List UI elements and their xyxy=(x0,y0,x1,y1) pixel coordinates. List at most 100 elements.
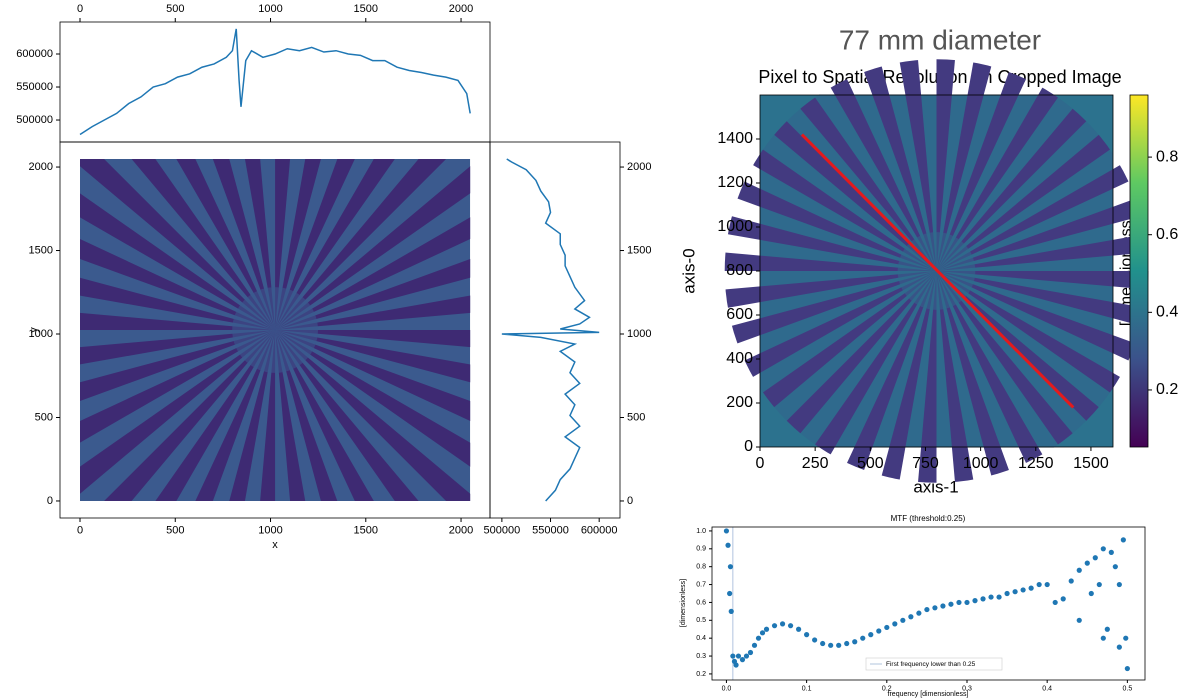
x-tick-label: 250 xyxy=(802,455,829,472)
point xyxy=(739,657,746,663)
x-tick-label: 0.5 xyxy=(1122,685,1132,692)
y-tick-label: 0.2 xyxy=(696,671,706,678)
spoke xyxy=(275,330,471,421)
spoke xyxy=(155,330,276,501)
spoke xyxy=(104,330,276,501)
point xyxy=(948,601,954,607)
point xyxy=(733,662,739,668)
y-tick-label: 1000 xyxy=(29,328,53,340)
point xyxy=(730,653,736,659)
spoke xyxy=(724,271,937,333)
point xyxy=(1108,549,1114,555)
y-tick-label: 550000 xyxy=(16,81,53,93)
spoke xyxy=(275,295,471,330)
y-tick-label: 1500 xyxy=(29,244,53,256)
y-tick-label: 800 xyxy=(726,262,753,279)
y-tick-label: 0.5 xyxy=(696,617,706,624)
x-tick-label: 0.1 xyxy=(802,685,812,692)
point xyxy=(1044,581,1050,588)
x-tick-label: 500000 xyxy=(484,525,521,537)
y-axis-label: [dimensionless] xyxy=(680,579,687,627)
point xyxy=(828,642,834,648)
x-tick-label: 0.3 xyxy=(962,685,972,692)
spoke xyxy=(936,59,1086,271)
spoke xyxy=(936,94,1149,271)
spoke xyxy=(724,271,937,483)
center-noise xyxy=(232,287,319,373)
x-tick-label: 500 xyxy=(166,525,184,537)
point xyxy=(1004,590,1010,597)
x-tick-label: 1500 xyxy=(354,525,378,537)
point xyxy=(1020,587,1026,593)
spoke xyxy=(936,271,1149,363)
point xyxy=(743,653,750,659)
spoke xyxy=(195,330,276,501)
y-tick-label: 1000 xyxy=(717,218,753,235)
spoke xyxy=(936,271,1149,421)
spoke xyxy=(845,271,937,483)
x-tick-label: 1500 xyxy=(354,3,378,15)
image xyxy=(80,159,471,501)
spoke xyxy=(275,330,471,501)
point xyxy=(728,608,734,614)
point xyxy=(779,621,786,627)
y-tick-label: 400 xyxy=(726,350,753,367)
point xyxy=(1104,626,1110,632)
point xyxy=(1012,589,1018,595)
point xyxy=(1100,635,1106,641)
spoke xyxy=(275,330,471,383)
x-tick-label: 500 xyxy=(166,3,184,15)
x-axis-label: frequency [dimensionless] xyxy=(888,691,969,698)
point xyxy=(1120,537,1126,543)
axes-frame xyxy=(59,21,491,143)
point xyxy=(787,623,794,629)
spoke xyxy=(275,159,447,330)
point xyxy=(884,624,890,631)
y-tick-label: 0.7 xyxy=(696,581,706,588)
point xyxy=(820,640,826,647)
spoke xyxy=(936,59,1149,271)
legend xyxy=(865,657,1003,671)
x-tick-label: 500 xyxy=(857,455,884,472)
spoke xyxy=(80,330,276,402)
point xyxy=(771,623,778,629)
point xyxy=(1068,578,1074,584)
colorbar-tick-label: 0.2 xyxy=(1156,381,1178,398)
spoke xyxy=(80,330,276,443)
point xyxy=(892,621,898,627)
point xyxy=(725,542,731,548)
profile-path xyxy=(800,133,1075,409)
colorbar-tick-label: 0.6 xyxy=(1156,226,1178,243)
spoke xyxy=(275,217,471,330)
spoke xyxy=(724,271,937,448)
spoke xyxy=(936,271,1113,483)
colorbar-tick-label: 0.4 xyxy=(1156,304,1178,321)
spoke xyxy=(80,330,276,494)
y-tick-label: 2000 xyxy=(29,161,53,173)
point xyxy=(1052,599,1058,606)
spoke xyxy=(275,330,471,348)
point xyxy=(932,605,938,611)
spoke xyxy=(275,330,338,501)
point xyxy=(1124,665,1130,672)
point xyxy=(727,564,734,570)
point xyxy=(755,635,762,641)
point xyxy=(908,614,914,620)
point xyxy=(972,598,978,604)
point xyxy=(1084,560,1090,566)
spoke xyxy=(80,159,276,330)
spoke xyxy=(80,239,276,330)
x-tick-label: 1000 xyxy=(258,3,282,15)
point xyxy=(980,596,986,602)
y-tick-label: 0.4 xyxy=(696,635,706,642)
point xyxy=(763,626,770,632)
y-tick-label: 0.6 xyxy=(696,599,706,606)
point xyxy=(812,637,818,643)
chart-title: MTF (threshold:0.25) xyxy=(891,514,966,523)
x-tick-label: 2000 xyxy=(449,3,473,15)
y-tick-label: 0.8 xyxy=(696,564,706,571)
point xyxy=(1123,635,1129,641)
spoke xyxy=(275,330,471,467)
x-tick-label: 0.4 xyxy=(1042,685,1052,692)
